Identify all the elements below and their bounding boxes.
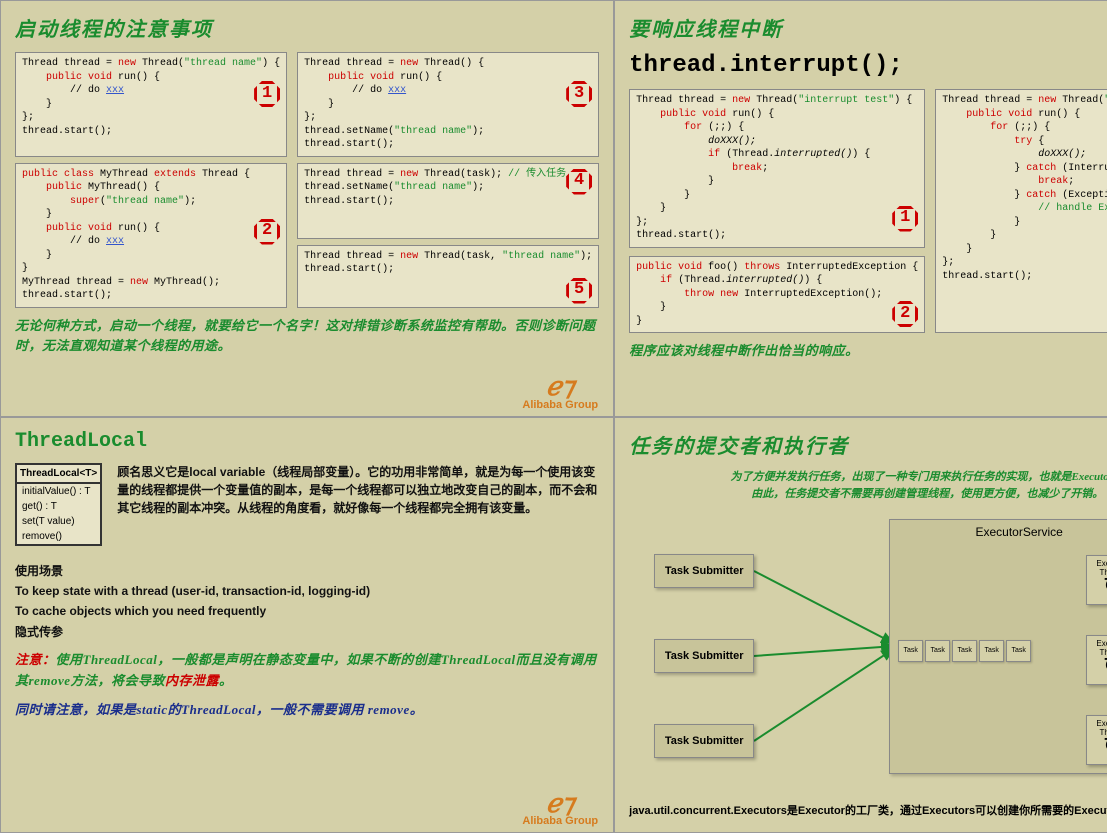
q1-box-5: Thread thread = new Thread(task, "thread…	[297, 245, 599, 308]
task-submitter: Task Submitter	[654, 724, 754, 758]
q1-box-3: Thread thread = new Thread() { public vo…	[297, 52, 599, 157]
executor-thread: ExecutorThread↻	[1086, 715, 1107, 765]
q1-title: 启动线程的注意事项	[15, 13, 599, 42]
q1-note: 无论何种方式，启动一个线程，就要给它一个名字！这对排错诊断系统监控有帮助。否则诊…	[15, 316, 599, 358]
badge-3: 3	[566, 81, 592, 107]
panel-start-thread: 启动线程的注意事项 Thread thread = new Thread("th…	[0, 0, 614, 417]
q3-title: ThreadLocal	[15, 430, 599, 453]
badge-q2-2: 2	[892, 301, 918, 327]
task-cell: Task	[1006, 640, 1031, 662]
badge-1: 1	[254, 81, 280, 107]
q1-grid: Thread thread = new Thread("thread name"…	[15, 52, 599, 308]
executor-diagram: Task Submitter Task Submitter Task Submi…	[629, 514, 1107, 794]
threadlocal-table: ThreadLocal<T> initialValue() : T get() …	[15, 463, 102, 546]
tl-row: get() : T	[17, 499, 100, 514]
q3-warning: 注意：使用ThreadLocal，一般都是声明在静态变量中，如果不断的创建Thr…	[15, 650, 599, 692]
task-submitter: Task Submitter	[654, 639, 754, 673]
logo-icon: ℯ⁊Alibaba Group	[522, 792, 598, 827]
executor-thread: ExecutorThread↻	[1086, 555, 1107, 605]
badge-2: 2	[254, 219, 280, 245]
q2-box-3: Thread thread = new Thread("interrupt te…	[935, 89, 1107, 333]
q4-title: 任务的提交者和执行者	[629, 430, 1107, 459]
task-cell: Task	[979, 640, 1004, 662]
tl-row: set(T value)	[17, 514, 100, 529]
task-cell: Task	[898, 640, 923, 662]
logo-icon: ℯ⁊Alibaba Group	[522, 375, 598, 410]
q2-box-1: Thread thread = new Thread("interrupt te…	[629, 89, 925, 248]
badge-5: 5	[566, 278, 592, 304]
tl-header: ThreadLocal<T>	[17, 465, 100, 484]
panel-interrupt: 要响应线程中断 thread.interrupt(); Thread threa…	[614, 0, 1107, 417]
q3-scenario: 使用场景 To keep state with a thread (user-i…	[15, 561, 599, 643]
q2-title: 要响应线程中断	[629, 13, 1107, 42]
q2-heading: thread.interrupt();	[629, 52, 1107, 79]
tl-row: initialValue() : T	[17, 484, 100, 499]
task-submitter: Task Submitter	[654, 554, 754, 588]
q4-footer: java.util.concurrent.Executors是Executor的…	[629, 802, 1107, 818]
panel-threadlocal: ThreadLocal ThreadLocal<T> initialValue(…	[0, 417, 614, 833]
task-cell: Task	[925, 640, 950, 662]
executor-thread: ExecutorThread↻	[1086, 635, 1107, 685]
q1-box-1: Thread thread = new Thread("thread name"…	[15, 52, 287, 157]
q3-warning2: 同时请注意，如果是static的ThreadLocal，一般不需要调用 remo…	[15, 700, 599, 721]
q2-box-2: public void foo() throws InterruptedExce…	[629, 256, 925, 334]
panel-executor: 任务的提交者和执行者 为了方便并发执行任务，出现了一种专门用来执行任务的实现，也…	[614, 417, 1107, 833]
task-queue: Task Task Task Task Task	[898, 640, 1033, 662]
tl-row: remove()	[17, 529, 100, 544]
q2-grid: Thread thread = new Thread("interrupt te…	[629, 89, 1107, 333]
q4-intro: 为了方便并发执行任务，出现了一种专门用来执行任务的实现，也就是Executor。…	[629, 469, 1107, 504]
service-label: ExecutorService	[890, 520, 1107, 544]
badge-4: 4	[566, 169, 592, 195]
q1-box-4: Thread thread = new Thread(task); // 传入任…	[297, 163, 599, 239]
q1-box-2: public class MyThread extends Thread { p…	[15, 163, 287, 308]
executor-service: ExecutorService Task Task Task Task Task…	[889, 519, 1107, 774]
task-cell: Task	[952, 640, 977, 662]
badge-q2-1: 1	[892, 206, 918, 232]
q3-desc: 顾名思义它是local variable（线程局部变量）。它的功用非常简单，就是…	[117, 463, 599, 546]
q2-note: 程序应该对线程中断作出恰当的响应。	[629, 341, 1107, 362]
